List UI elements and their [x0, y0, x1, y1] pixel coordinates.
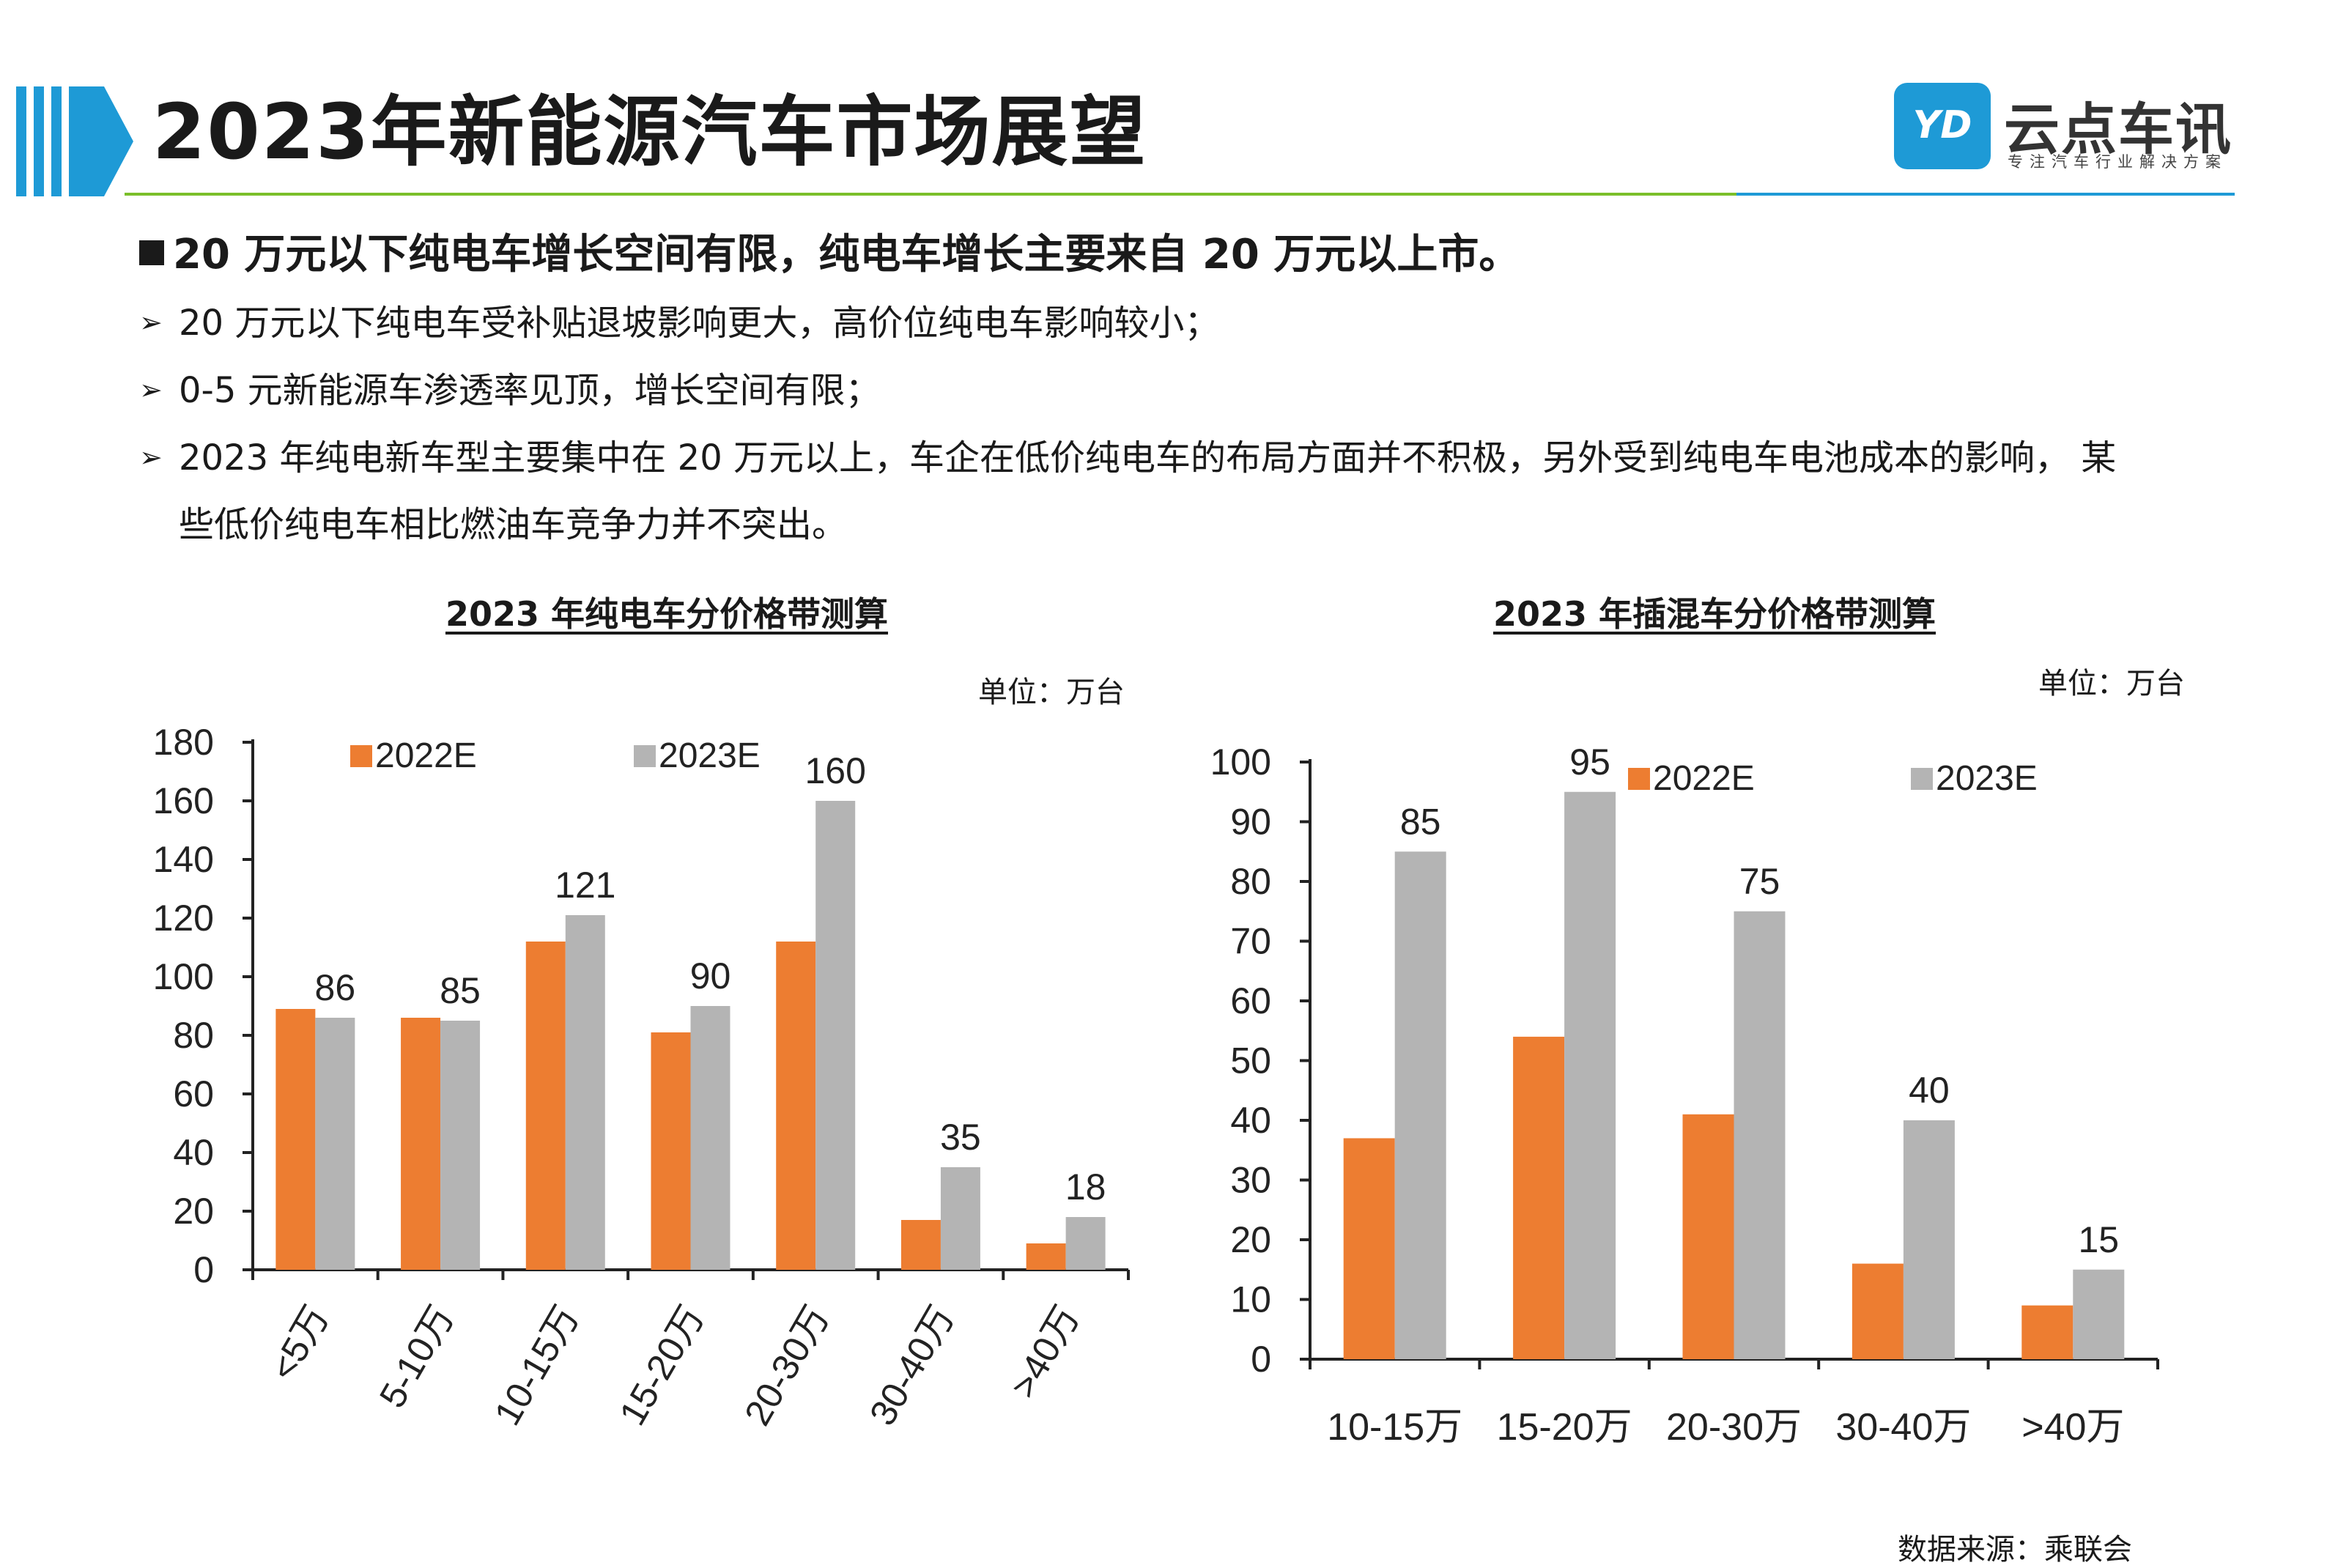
x-tick-label: 30-40万 — [862, 1299, 962, 1432]
data-label: 160 — [804, 750, 865, 791]
x-tick-label: 15-20万 — [612, 1299, 712, 1432]
y-tick-label: 160 — [153, 780, 214, 821]
data-label: 85 — [1400, 801, 1441, 842]
legend-label: 2023E — [1936, 759, 2038, 798]
sub-bullet: ➢ 20 万元以下纯电车受补贴退坡影响更大，高价位纯电车影响较小； — [139, 289, 1219, 357]
bar-2022e — [2021, 1305, 2074, 1359]
x-tick-label: >40万 — [1002, 1299, 1087, 1405]
bar-2023e — [2073, 1269, 2125, 1359]
bar-2022e — [1513, 1036, 1565, 1359]
bar-2022e — [1343, 1138, 1395, 1359]
data-label: 86 — [315, 967, 356, 1008]
x-tick-label: 10-15万 — [487, 1299, 587, 1432]
bar-2022e — [900, 1220, 941, 1270]
bar-2023e — [440, 1021, 481, 1270]
x-tick-label: 20-30万 — [1666, 1406, 1802, 1449]
bar-2023e — [1065, 1217, 1106, 1270]
data-label: 121 — [555, 865, 615, 906]
data-label: 40 — [1909, 1070, 1950, 1111]
chart-title-phev: 2023 年插混车分价格带测算 — [1492, 594, 1936, 634]
arrow-bullet-icon: ➢ — [139, 441, 163, 473]
y-tick-label: 120 — [153, 898, 214, 939]
sub-bullet: ➢ 0-5 元新能源车渗透率见顶，增长空间有限； — [139, 356, 881, 424]
square-bullet-icon — [139, 240, 164, 265]
y-tick-label: 180 — [153, 722, 214, 763]
legend-swatch — [1911, 768, 1933, 790]
data-label: 75 — [1739, 861, 1780, 902]
unit-label-phev: 单位：万台 — [2038, 667, 2185, 700]
bar-2023e — [1734, 911, 1786, 1359]
legend-swatch — [1628, 768, 1650, 790]
legend-label: 2022E — [375, 736, 477, 775]
y-tick-label: 0 — [1251, 1339, 1271, 1380]
y-tick-label: 90 — [1230, 802, 1271, 843]
bar-2023e — [940, 1167, 980, 1270]
data-label: 90 — [690, 955, 731, 996]
brand-logo: YD 云点车讯 专注汽车行业解决方案 — [1894, 77, 2238, 187]
y-tick-label: 80 — [173, 1015, 214, 1056]
y-tick-label: 100 — [1210, 742, 1271, 783]
header-stripes-icon — [16, 86, 133, 196]
bar-2023e — [315, 1018, 355, 1270]
bar-2023e — [1394, 851, 1446, 1359]
bar-2022e — [1851, 1263, 1904, 1359]
y-tick-label: 0 — [193, 1249, 214, 1290]
data-label: 18 — [1065, 1166, 1106, 1208]
page-title: 2023年新能源汽车市场展望 — [152, 87, 1147, 177]
bar-2023e — [565, 915, 605, 1270]
bar-2022e — [275, 1009, 316, 1270]
bar-2022e — [776, 942, 816, 1270]
y-tick-label: 10 — [1230, 1279, 1271, 1320]
logo-tagline: 专注汽车行业解决方案 — [2008, 153, 2227, 171]
legend-label: 2022E — [1653, 759, 1755, 798]
y-tick-label: 50 — [1230, 1040, 1271, 1081]
arrow-bullet-icon: ➢ — [139, 306, 163, 339]
y-tick-label: 80 — [1230, 861, 1271, 902]
data-label: 85 — [440, 970, 481, 1011]
y-tick-label: 20 — [173, 1191, 214, 1232]
x-tick-label: >40万 — [2021, 1406, 2124, 1449]
x-tick-label: 30-40万 — [1835, 1406, 1971, 1449]
y-tick-label: 60 — [1230, 980, 1271, 1021]
sub-bullet: ➢ 2023 年纯电新车型主要集中在 20 万元以上，车企在低价纯电车的布局方面并… — [139, 424, 2116, 492]
bar-2023e — [690, 1006, 730, 1270]
x-tick-label: <5万 — [262, 1299, 337, 1388]
x-tick-label: 20-30万 — [736, 1299, 837, 1432]
y-tick-label: 100 — [153, 956, 214, 997]
data-label: 15 — [2078, 1219, 2119, 1260]
bar-2023e — [1564, 791, 1616, 1359]
y-tick-label: 140 — [153, 839, 214, 880]
bar-2022e — [651, 1032, 691, 1270]
bar-2022e — [525, 942, 566, 1270]
y-tick-label: 60 — [173, 1073, 214, 1114]
logo-name: 云点车讯 — [2004, 97, 2232, 162]
data-label: 95 — [1569, 742, 1610, 783]
x-tick-label: 15-20万 — [1497, 1406, 1632, 1449]
data-source: 数据来源：乘联会 — [1898, 1533, 2132, 1567]
y-tick-label: 40 — [1230, 1100, 1271, 1141]
bar-2023e — [1903, 1120, 1955, 1359]
sub-bullet-continuation: 些低价纯电车相比燃油车竞争力并不突出。 — [179, 504, 848, 545]
bar-2023e — [815, 801, 856, 1270]
header-divider — [125, 193, 2235, 196]
y-tick-label: 70 — [1230, 921, 1271, 962]
unit-label-bev: 单位：万台 — [978, 676, 1125, 709]
logo-mark-icon: YD — [1894, 83, 1991, 169]
chart-title-bev: 2023 年纯电车分价格带测算 — [445, 594, 889, 634]
arrow-bullet-icon: ➢ — [139, 374, 163, 406]
bar-2022e — [1026, 1243, 1066, 1270]
y-tick-label: 20 — [1230, 1219, 1271, 1260]
legend-label: 2023E — [659, 736, 761, 775]
y-tick-label: 30 — [1230, 1160, 1271, 1201]
legend-swatch — [350, 745, 372, 767]
data-label: 35 — [940, 1117, 981, 1158]
bar-2022e — [401, 1018, 441, 1270]
bar-2022e — [1682, 1114, 1734, 1359]
x-tick-label: 5-10万 — [371, 1299, 462, 1415]
y-tick-label: 40 — [173, 1132, 214, 1173]
x-tick-label: 10-15万 — [1327, 1406, 1462, 1449]
main-bullet: 20 万元以下纯电车增长空间有限，纯电车增长主要来自 20 万元以上市。 — [139, 221, 1520, 281]
legend-swatch — [634, 745, 656, 767]
